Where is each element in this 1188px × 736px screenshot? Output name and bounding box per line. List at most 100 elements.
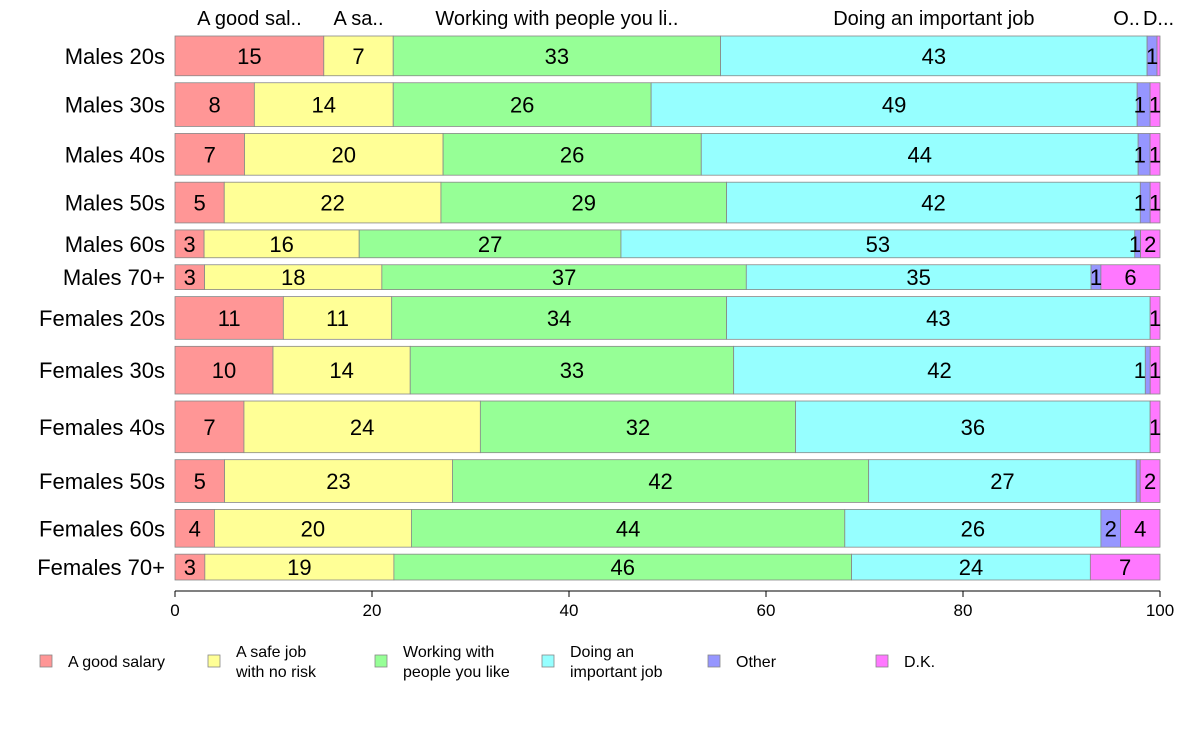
bar-segment-a-good-salary: [174, 296, 284, 340]
bar-segment-doing-an-important-job: [795, 400, 1151, 454]
segment-label: 1: [1134, 142, 1146, 167]
column-header: Doing an important job: [833, 8, 1034, 30]
row-label: Females 30s: [39, 358, 165, 383]
segment-label: 37: [552, 265, 576, 290]
segment-label: 19: [287, 555, 311, 580]
segment-label: 24: [959, 555, 983, 580]
segment-label: 20: [301, 516, 325, 541]
bar-segment-a-good-salary: [174, 459, 225, 503]
segment-label: 3: [184, 265, 196, 290]
segment-label: 42: [927, 358, 951, 383]
legend-swatch: [39, 654, 53, 668]
bar-segment-doing-an-important-job: [733, 345, 1146, 395]
bar-segment-other: [1135, 459, 1141, 503]
bar-segment-doing-an-important-job: [700, 133, 1139, 176]
bar-segment-a-good-salary: [174, 35, 325, 77]
segment-label: 26: [560, 142, 584, 167]
bar-segment-doing-an-important-job: [851, 553, 1091, 581]
bar-segment-d-k-: [1149, 400, 1161, 454]
segment-label: 24: [350, 415, 374, 440]
row-label: Males 20s: [65, 44, 165, 69]
segment-label: 27: [990, 469, 1014, 494]
bar-segment-working-with-people-you-like: [442, 133, 702, 176]
row-label: Females 20s: [39, 306, 165, 331]
segment-label: 4: [1134, 516, 1146, 541]
segment-label: 1: [1149, 415, 1161, 440]
segment-label: 18: [281, 265, 305, 290]
segment-label: 22: [320, 191, 344, 216]
segment-label: 27: [478, 232, 502, 257]
segment-label: 4: [189, 516, 201, 541]
segment-label: 14: [312, 93, 336, 118]
segment-label: 2: [1144, 469, 1156, 494]
bar-segment-a-good-salary: [174, 181, 225, 224]
bar-segment-a-safe-job-with-no-risk: [223, 181, 442, 224]
segment-label: 1: [1134, 358, 1146, 383]
bar-segment-working-with-people-you-like: [392, 35, 721, 77]
segment-label: 46: [610, 555, 634, 580]
bar-segment-working-with-people-you-like: [358, 229, 622, 259]
segment-label: 53: [866, 232, 890, 257]
bar-segment-d-k-: [1149, 133, 1161, 176]
bar-segment-working-with-people-you-like: [392, 82, 652, 127]
x-tick-label: 80: [954, 601, 973, 620]
x-tick-label: 100: [1146, 601, 1174, 620]
segment-label: 1: [1134, 191, 1146, 216]
segment-label: 33: [560, 358, 584, 383]
bar-segment-doing-an-important-job: [868, 459, 1137, 503]
segment-label: 5: [194, 191, 206, 216]
bar-segment-a-good-salary: [174, 82, 255, 127]
bar-segment-doing-an-important-job: [726, 181, 1141, 224]
legend-label: with no risk: [235, 664, 317, 681]
row-label: Males 30s: [65, 93, 165, 118]
legend-label: A safe job: [236, 644, 306, 661]
legend-swatch: [707, 654, 721, 668]
segment-label: 44: [616, 516, 640, 541]
bar-segment-d-k-: [1149, 296, 1161, 340]
segment-label: 5: [194, 469, 206, 494]
bar-segment-a-safe-job-with-no-risk: [323, 35, 394, 77]
bar-segment-d-k-: [1100, 264, 1161, 290]
segment-label: 6: [1124, 265, 1136, 290]
segment-label: 10: [212, 358, 236, 383]
segment-label: 43: [922, 44, 946, 69]
legend-label: Other: [736, 654, 777, 671]
legend-label: Working with: [403, 644, 494, 661]
segment-label: 2: [1105, 516, 1117, 541]
x-tick-label: 60: [757, 601, 776, 620]
x-tick-label: 40: [560, 601, 579, 620]
bar-segment-a-safe-job-with-no-risk: [204, 264, 383, 290]
bar-segment-working-with-people-you-like: [440, 181, 728, 224]
segment-label: 35: [906, 265, 930, 290]
row-label: Females 50s: [39, 469, 165, 494]
bar-segment-doing-an-important-job: [720, 35, 1148, 77]
bar-segment-working-with-people-you-like: [381, 264, 747, 290]
row-label: Females 40s: [39, 415, 165, 440]
bar-segment-d-k-: [1089, 553, 1161, 581]
segment-label: 23: [326, 469, 350, 494]
column-header: O..: [1113, 8, 1140, 30]
x-tick-label: 20: [363, 601, 382, 620]
bar-segment-doing-an-important-job: [650, 82, 1138, 127]
bar-segment-working-with-people-you-like: [479, 400, 796, 454]
bar-segment-a-safe-job-with-no-risk: [213, 509, 412, 548]
bar-segment-d-k-: [1120, 509, 1161, 548]
column-header: D...: [1143, 8, 1174, 30]
legend-swatch: [374, 654, 388, 668]
segment-label: 43: [926, 306, 950, 331]
segment-label: 8: [209, 93, 221, 118]
bar-segment-d-k-: [1140, 229, 1161, 259]
row-label: Females 60s: [39, 516, 165, 541]
row-label: Females 70+: [37, 555, 165, 580]
segment-label: 1: [1149, 191, 1161, 216]
segment-label: 7: [204, 142, 216, 167]
segment-label: 42: [921, 191, 945, 216]
row-label: Males 70+: [63, 265, 165, 290]
legend-label: people you like: [403, 664, 510, 681]
segment-label: 7: [1119, 555, 1131, 580]
legend-swatch: [207, 654, 221, 668]
bar-segment-d-k-: [1149, 82, 1161, 127]
bar-segment-working-with-people-you-like: [393, 553, 852, 581]
segment-label: 44: [907, 142, 931, 167]
